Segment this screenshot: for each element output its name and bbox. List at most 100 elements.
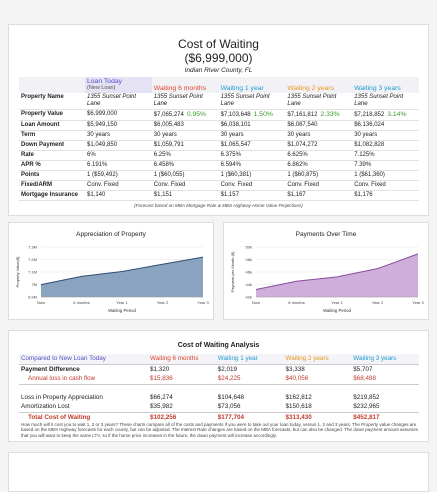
column-name: Loan Today bbox=[87, 78, 123, 85]
line bbox=[40, 256, 204, 286]
cell-text: $7,065,274 bbox=[153, 112, 184, 118]
cell-text: $6,999,000 bbox=[87, 111, 118, 117]
cell: $6,005,483 bbox=[151, 120, 219, 131]
row-label: Payment Difference bbox=[21, 365, 80, 373]
cell: $232,965 bbox=[351, 402, 419, 413]
cell: 1355 Sunset Point Lane bbox=[352, 93, 419, 110]
y-tick-label: 42k bbox=[246, 295, 252, 300]
chart-title: Payments Over Time bbox=[296, 231, 357, 238]
change: 3.14% bbox=[387, 111, 407, 118]
row: Property Name 1355 Sunset Point Lane 1355 … bbox=[19, 93, 419, 110]
row: Amortization Lost $35,982 $73,056 $150,618 $… bbox=[19, 402, 419, 413]
cell: $6,087,540 bbox=[285, 120, 353, 131]
cell-text: 1 ($61,360) bbox=[354, 172, 385, 178]
cell-text: $6,038,101 bbox=[220, 122, 251, 128]
row-label: APR % bbox=[19, 160, 85, 171]
cell: 6.25% bbox=[151, 150, 219, 161]
cell-text: $5,949,150 bbox=[87, 122, 118, 128]
cell: 1355 Sunset Point Lane bbox=[85, 93, 152, 110]
cell: $1,065,547 bbox=[218, 140, 286, 151]
chart-card: Appreciation of Property 6.9M 7M 7.1M 7.2M 7.… bbox=[8, 222, 214, 320]
y-tick-label: 7.1M bbox=[28, 270, 37, 275]
change: 2.33% bbox=[320, 111, 340, 118]
header-row: Compared to New Loan Today Waiting 6 mont… bbox=[19, 354, 419, 365]
row-label: Down Payment bbox=[19, 140, 85, 151]
footnote: (Forecast based on MBA Mortgage Rate & M… bbox=[134, 203, 303, 208]
cell: $7,103,648 1.50% bbox=[218, 109, 286, 121]
cell-text: 1355 Sunset Point Lane bbox=[220, 94, 270, 107]
cell: 1 ($60,055) bbox=[151, 170, 219, 181]
row-label: Points bbox=[19, 170, 85, 181]
cell-text: $1,157 bbox=[220, 192, 239, 198]
row: Down Payment $1,049,850 $1,059,791 $1,065,5… bbox=[19, 140, 419, 151]
cell: $15,836 bbox=[148, 374, 216, 385]
chart-card: Payments Over Time 42k 44k 46k 48k 50k Now 6 mo… bbox=[223, 222, 429, 320]
row-label: Property Name bbox=[19, 93, 85, 110]
column-header: Waiting 1 year bbox=[218, 77, 286, 93]
cell-text: 1355 Sunset Point Lane bbox=[354, 94, 404, 107]
x-tick-label: Year 3 bbox=[412, 300, 424, 305]
row-label: Property Value bbox=[19, 109, 85, 121]
cell: $1,151 bbox=[151, 190, 219, 201]
cell: 7.39% bbox=[352, 160, 419, 171]
cell-text: $1,065,547 bbox=[220, 142, 251, 148]
cell: $1,082,828 bbox=[352, 140, 419, 151]
cell-text: 30 years bbox=[220, 132, 244, 138]
cell-text: 1 ($60,381) bbox=[220, 172, 252, 178]
cell-text: 6.25% bbox=[153, 152, 171, 158]
cell-text: 30 years bbox=[153, 132, 177, 138]
column-header: Waiting 6 months bbox=[148, 354, 216, 365]
x-tick-label: 6 months bbox=[73, 300, 89, 305]
cell: 1355 Sunset Point Lane bbox=[151, 93, 219, 110]
cell: $219,852 bbox=[353, 393, 380, 401]
cell-text: $6,005,483 bbox=[153, 122, 184, 128]
cell: 30 years bbox=[285, 130, 353, 141]
y-axis-label: Property Value($) bbox=[15, 256, 20, 288]
row-label: Annual loss in cash flow bbox=[19, 374, 148, 385]
cell: $35,982 bbox=[148, 402, 216, 413]
cell: $7,161,812 2.33% bbox=[285, 109, 353, 121]
row-label: Rate bbox=[19, 150, 85, 161]
column-header: Waiting 2 years bbox=[285, 77, 353, 93]
cell-text: $1,151 bbox=[153, 192, 173, 198]
cell-text: 7.125% bbox=[354, 152, 375, 158]
cell: 30 years bbox=[85, 130, 152, 141]
row: Fixed/ARM Conv. Fixed Conv. Fixed Conv. Fix… bbox=[19, 180, 419, 191]
cell-text: 7.39% bbox=[354, 162, 372, 168]
row: Total Cost of Waiting $102,256 $177,704 $31… bbox=[19, 412, 419, 422]
cell-text: $1,167 bbox=[287, 192, 306, 198]
cell: Conv. Fixed bbox=[352, 180, 419, 191]
cell-text: 6.862% bbox=[287, 162, 308, 168]
y-tick-label: 48k bbox=[246, 257, 252, 262]
column-header: Waiting 2 years bbox=[283, 354, 352, 365]
cell: Conv. Fixed bbox=[285, 180, 353, 191]
cell-text: Conv. Fixed bbox=[287, 182, 319, 188]
cell-text: $1,059,791 bbox=[153, 142, 184, 148]
chart: Payments Over Time 42k 44k 46k 48k 50k Now 6 mo… bbox=[230, 231, 424, 313]
x-axis-label: Waiting Period bbox=[323, 308, 351, 313]
cell: 6.458% bbox=[151, 160, 219, 171]
analysis-title: Cost of Waiting Analysis bbox=[177, 342, 260, 349]
cell: $6,038,101 bbox=[218, 120, 286, 131]
cell: 1 ($61,360) bbox=[352, 170, 419, 181]
cell: $6,136,024 bbox=[352, 120, 419, 131]
cell-text: 1355 Sunset Point Lane bbox=[87, 94, 137, 107]
summary-card: Cost of Waiting ($6,999,000) Indian Rive… bbox=[8, 24, 429, 216]
column-name: Waiting 1 year bbox=[220, 85, 264, 92]
cell: 1 ($60,875) bbox=[285, 170, 353, 181]
analysis-card: Cost of Waiting Analysis Compared to New… bbox=[8, 330, 429, 442]
price: ($6,999,000) bbox=[184, 51, 253, 65]
x-axis-label: Waiting Period bbox=[108, 308, 136, 313]
cell: $68,488 bbox=[351, 374, 419, 385]
cell-text: $6,136,024 bbox=[354, 122, 385, 128]
cell: $1,167 bbox=[285, 190, 353, 201]
column-name: Waiting 3 years bbox=[354, 85, 401, 92]
cell: $1,074,272 bbox=[285, 140, 353, 151]
corner bbox=[19, 77, 85, 93]
cell-text: 1 ($60,875) bbox=[287, 172, 319, 178]
cell: $150,618 bbox=[283, 402, 352, 413]
row-label: Mortgage Insurance bbox=[19, 190, 85, 201]
cell: $66,274 bbox=[150, 393, 173, 401]
location: Indian River County, FL bbox=[184, 67, 253, 74]
y-tick-label: 7.2M bbox=[28, 257, 37, 262]
